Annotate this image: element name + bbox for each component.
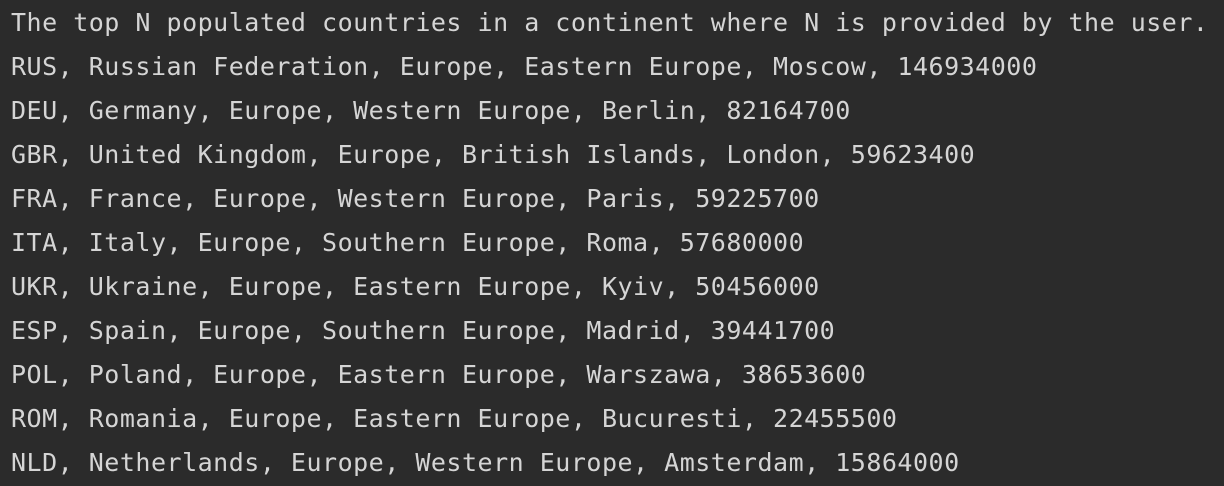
console-output-line: ROM, Romania, Europe, Eastern Europe, Bu… — [11, 404, 898, 433]
console-output-line: FRA, France, Europe, Western Europe, Par… — [11, 184, 820, 213]
console-output-line: ESP, Spain, Europe, Southern Europe, Mad… — [11, 316, 836, 345]
console-output-line: POL, Poland, Europe, Eastern Europe, War… — [11, 360, 867, 389]
console-header-line: The top N populated countries in a conti… — [11, 8, 1209, 37]
console-output-line: DEU, Germany, Europe, Western Europe, Be… — [11, 96, 851, 125]
console-output-line: RUS, Russian Federation, Europe, Eastern… — [11, 52, 1038, 81]
console-output-line: UKR, Ukraine, Europe, Eastern Europe, Ky… — [11, 272, 820, 301]
console-output-line: GBR, United Kingdom, Europe, British Isl… — [11, 140, 976, 169]
console-output-line: ITA, Italy, Europe, Southern Europe, Rom… — [11, 228, 805, 257]
console-output-line: NLD, Netherlands, Europe, Western Europe… — [11, 448, 960, 477]
